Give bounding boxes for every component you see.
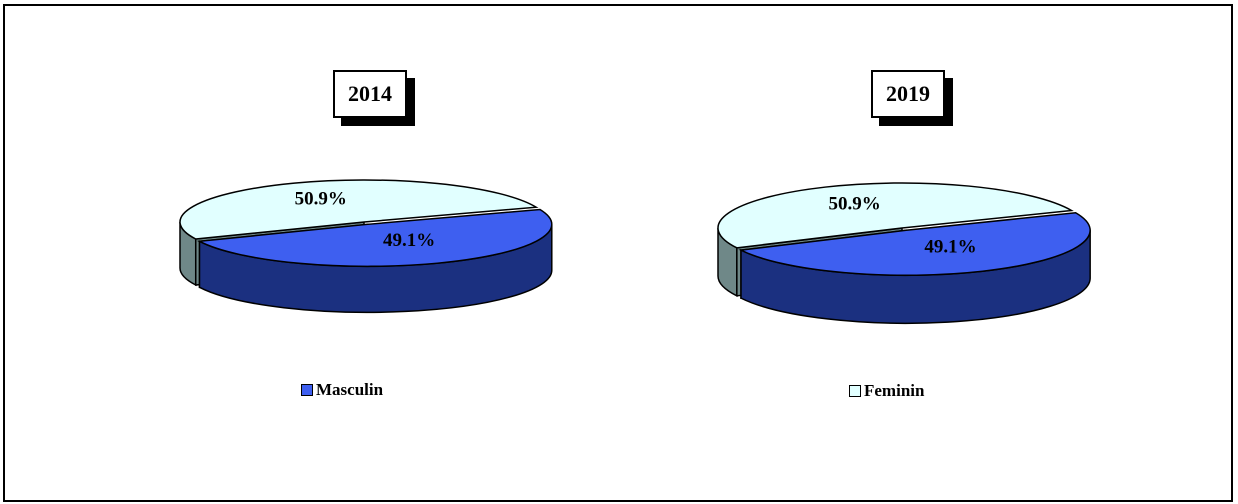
- pie-2014: 50.9% 49.1%: [179, 179, 553, 314]
- chart-title-text: 2019: [871, 70, 945, 118]
- legend-label: Feminin: [864, 381, 925, 400]
- chart-title-2014: 2014: [333, 70, 415, 126]
- pie-2019: 50.9% 49.1%: [717, 182, 1091, 325]
- slice-top-masculin: [196, 208, 553, 268]
- chart-title-2019: 2019: [871, 70, 953, 126]
- legend-item-feminin: Feminin: [849, 381, 924, 401]
- data-label-feminin: 50.9%: [828, 193, 880, 214]
- slice-top-feminin: [179, 179, 539, 240]
- legend-swatch-feminin: [849, 385, 861, 397]
- legend-swatch-masculin: [301, 384, 313, 396]
- slice-top-masculin: [738, 211, 1091, 277]
- legend-label: Masculin: [316, 380, 384, 399]
- slice-top-feminin: [717, 182, 1074, 249]
- legend-item-masculin: Masculin: [301, 380, 383, 400]
- data-label-masculin: 49.1%: [924, 237, 976, 258]
- data-label-feminin: 50.9%: [295, 189, 347, 210]
- chart-title-text: 2014: [333, 70, 407, 118]
- data-label-masculin: 49.1%: [383, 230, 435, 251]
